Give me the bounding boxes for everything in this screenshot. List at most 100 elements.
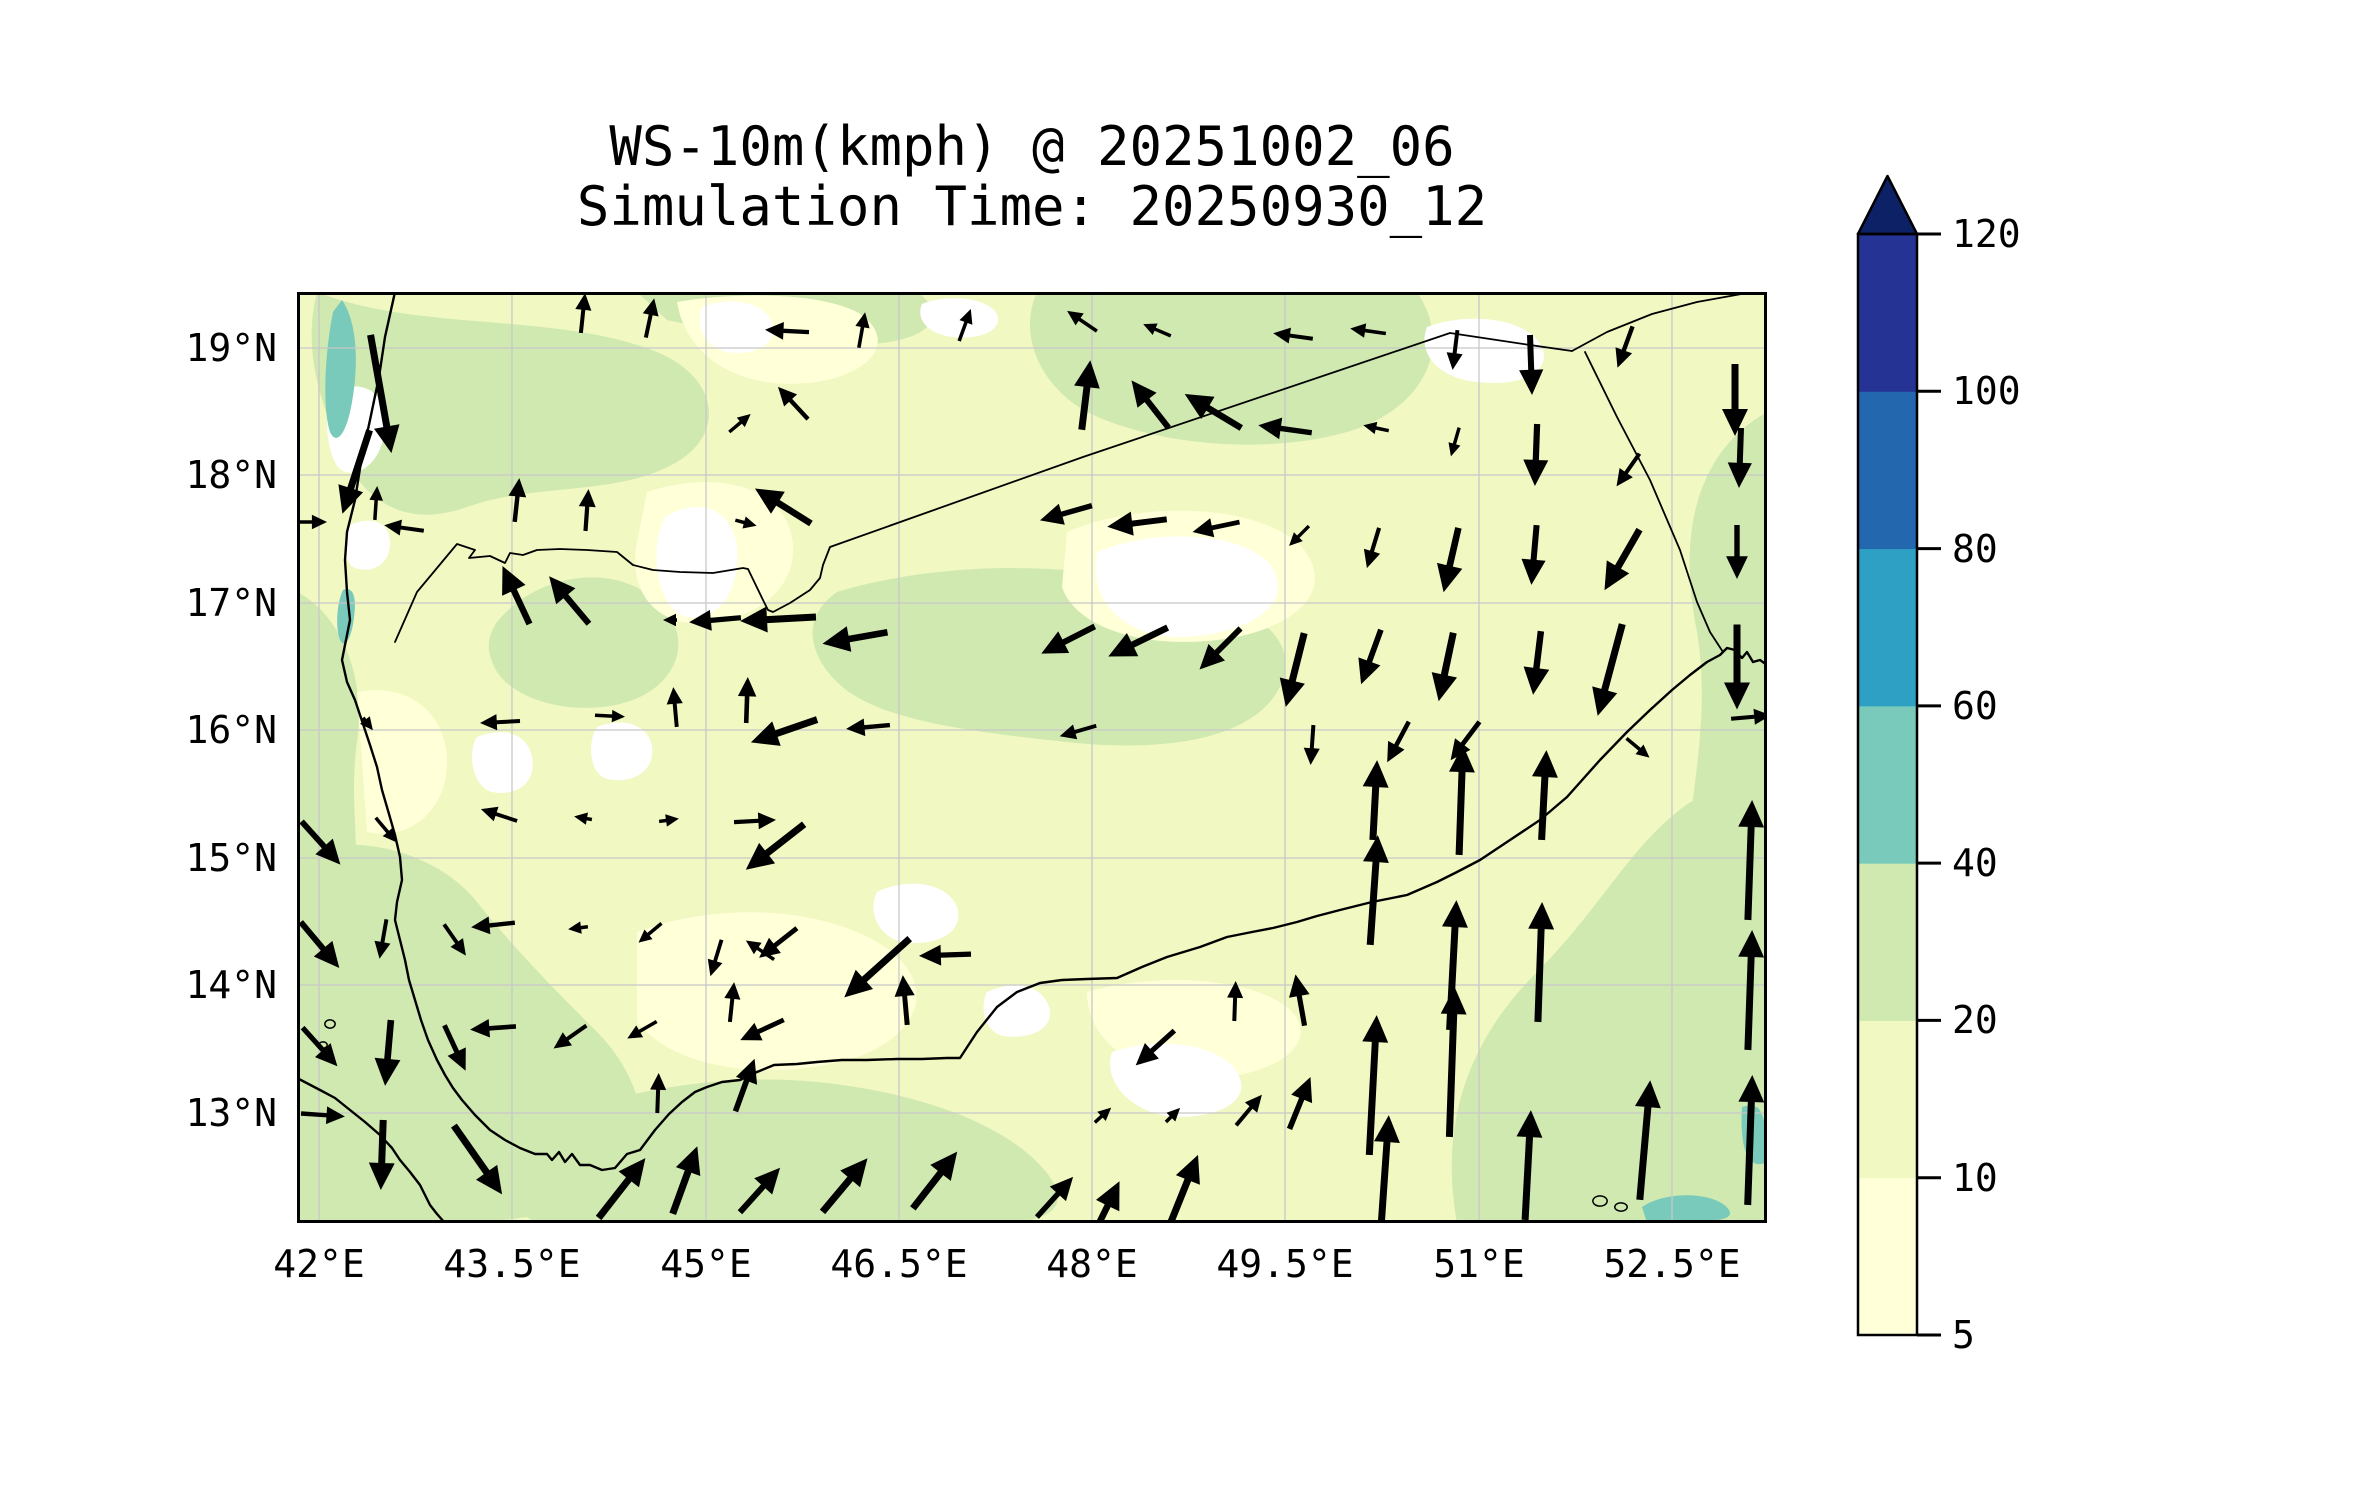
wind-arrow xyxy=(1166,1154,1200,1223)
y-tick-label: 19°N xyxy=(185,326,277,370)
wind-arrow xyxy=(1095,1181,1120,1223)
wind-arrow xyxy=(1286,1077,1313,1130)
wind-arrow xyxy=(367,334,400,454)
wind-arrow xyxy=(299,819,341,865)
wind-arrow xyxy=(471,916,516,935)
wind-arrow xyxy=(822,626,889,652)
wind-arrow xyxy=(1528,902,1555,1023)
colorbar-segment xyxy=(1858,1020,1917,1179)
wind-arrow xyxy=(549,576,592,626)
wind-arrow xyxy=(1362,1015,1389,1156)
wind-arrow xyxy=(508,478,527,523)
colorbar-tick-label: 120 xyxy=(1952,212,2021,256)
wind-arrow xyxy=(642,298,659,338)
wind-arrow xyxy=(298,920,340,968)
wind-speed-fill-40-60 xyxy=(1642,1195,1731,1223)
wind-arrow xyxy=(300,1025,338,1067)
map-plot-area xyxy=(297,292,1767,1223)
wind-arrow xyxy=(338,429,373,514)
wind-speed-fill-below-5 xyxy=(920,298,999,338)
colorbar-tick-label: 20 xyxy=(1952,998,1998,1043)
wind-arrow xyxy=(1724,624,1750,710)
wind-arrow xyxy=(1625,737,1650,758)
colorbar-tick-label: 60 xyxy=(1952,683,1998,728)
wind-arrow xyxy=(480,806,518,823)
wind-arrow xyxy=(1738,1075,1765,1206)
wind-arrow xyxy=(778,386,810,421)
y-tick-label: 15°N xyxy=(185,836,277,880)
colorbar-segment xyxy=(1858,548,1917,707)
wind-arrow xyxy=(1635,1080,1661,1201)
wind-arrow xyxy=(1289,524,1311,546)
y-tick-label: 18°N xyxy=(185,453,277,497)
wind-arrow xyxy=(1616,452,1642,487)
wind-speed-fill-below-5 xyxy=(873,883,959,943)
page-title: WS-10m(kmph) @ 20251002_06 xyxy=(609,115,1455,178)
map-plot xyxy=(297,292,1767,1223)
wind-speed-fill-40-60 xyxy=(325,300,356,438)
wind-arrow xyxy=(1519,334,1544,395)
wind-arrow xyxy=(1374,1115,1400,1223)
wind-speed-fill-below-5 xyxy=(983,985,1050,1037)
wind-arrow xyxy=(1107,511,1168,536)
wind-arrow xyxy=(1523,423,1549,486)
coastline-africa xyxy=(297,1076,447,1223)
wind-arrow xyxy=(574,812,593,825)
coastline-arabia xyxy=(340,292,1767,1172)
wind-arrow xyxy=(360,716,373,731)
island-outline xyxy=(324,1019,336,1029)
wind-arrow xyxy=(658,814,679,827)
wind-arrow xyxy=(442,923,466,956)
wind-arrow xyxy=(919,944,972,966)
x-tick-label: 46.5°E xyxy=(830,1242,968,1286)
island-outline xyxy=(1592,1195,1608,1207)
wind-arrow xyxy=(1363,421,1390,435)
wind-arrow xyxy=(1730,708,1767,725)
wind-arrow xyxy=(819,1158,868,1215)
y-tick-label: 16°N xyxy=(185,708,277,752)
colorbar-tick-label: 5 xyxy=(1952,1313,1975,1357)
wind-arrow xyxy=(1449,745,1475,856)
wind-speed-fill-5-10 xyxy=(357,690,447,834)
wind-arrow xyxy=(1143,323,1172,338)
wind-arrow xyxy=(1227,981,1244,1022)
border-oman-yemen xyxy=(1584,351,1724,653)
wind-arrow xyxy=(480,714,521,731)
colorbar-segment xyxy=(1858,1177,1917,1336)
colorbar-tick-label: 40 xyxy=(1952,841,1998,886)
plot-border xyxy=(297,292,1767,1223)
wind-arrow xyxy=(442,1024,466,1071)
wind-speed-fill-below-5 xyxy=(656,507,738,618)
wind-arrow xyxy=(1358,628,1384,685)
wind-arrow xyxy=(1289,974,1310,1027)
wind-arrow xyxy=(669,1146,701,1215)
wind-arrow xyxy=(666,687,683,728)
wind-arrow xyxy=(578,489,596,532)
y-tick-label: 14°N xyxy=(185,963,277,1007)
wind-speed-fill-below-5 xyxy=(699,301,774,353)
colorbar xyxy=(1856,174,1941,1337)
wind-arrow xyxy=(846,718,891,737)
wind-arrow xyxy=(740,606,817,633)
wind-arrow xyxy=(1034,1176,1074,1219)
wind-arrow xyxy=(765,322,810,340)
wind-arrow xyxy=(368,1119,395,1190)
wind-arrow xyxy=(724,982,741,1023)
x-tick-label: 43.5°E xyxy=(443,1242,581,1286)
wind-arrow xyxy=(894,975,915,1026)
colorbar-segment xyxy=(1858,391,1917,550)
wind-arrow xyxy=(1131,380,1171,430)
wind-arrow xyxy=(1450,720,1482,761)
wind-speed-fill-20-40 xyxy=(297,592,359,986)
wind-arrow xyxy=(1516,1110,1543,1221)
wind-arrow xyxy=(732,1058,758,1113)
border-saudi-oman xyxy=(1571,292,1748,352)
wind-arrow xyxy=(1273,327,1314,344)
wind-arrow xyxy=(1442,900,1468,1031)
x-tick-label: 49.5°E xyxy=(1216,1242,1354,1286)
wind-arrow xyxy=(1303,724,1320,765)
wind-arrow xyxy=(957,309,973,342)
wind-arrow xyxy=(1234,1094,1262,1127)
wind-arrow xyxy=(1279,632,1308,707)
wind-arrow xyxy=(1093,1107,1112,1124)
